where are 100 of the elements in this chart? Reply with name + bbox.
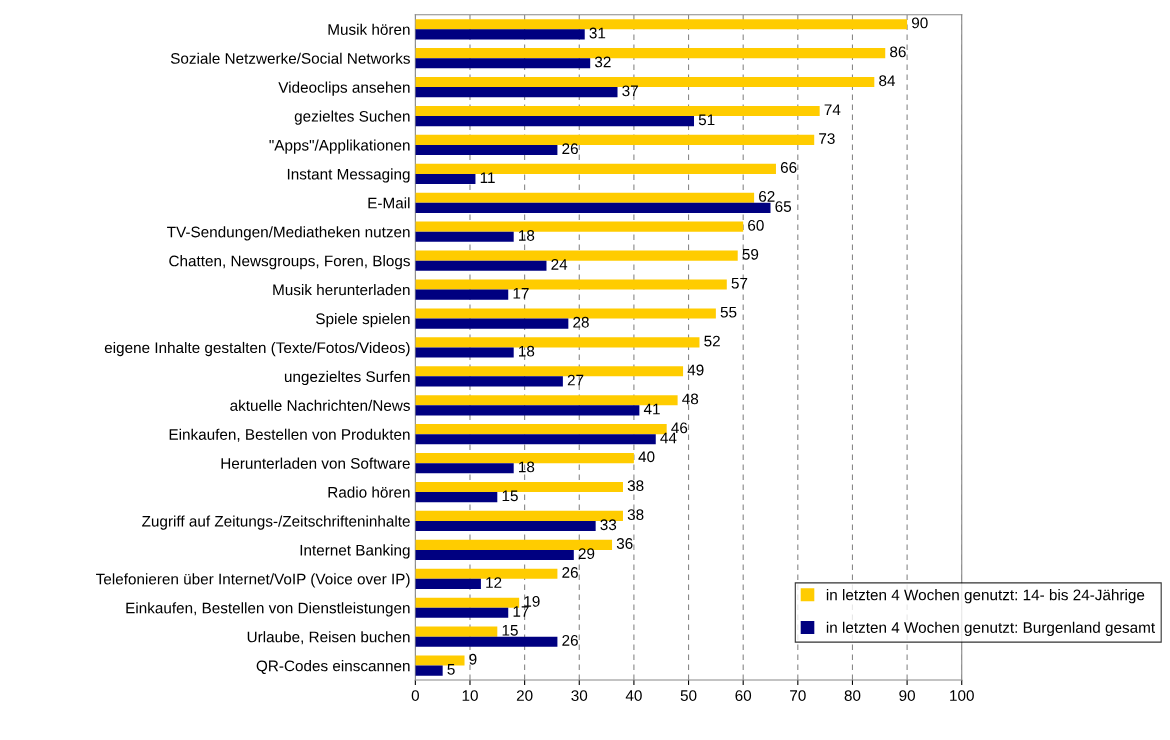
data-label: 26 xyxy=(562,143,578,155)
bar xyxy=(415,29,585,40)
y-tick-label: ungezieltes Surfen xyxy=(284,370,410,386)
bar xyxy=(415,578,481,589)
data-label: 60 xyxy=(748,219,764,231)
y-tick-label: E-Mail xyxy=(368,197,410,209)
data-label: 37 xyxy=(622,85,638,97)
data-label: 18 xyxy=(519,230,535,241)
data-label: 62 xyxy=(759,191,775,202)
x-tick-label: 10 xyxy=(462,690,478,701)
bar xyxy=(415,434,656,445)
bar xyxy=(415,58,591,69)
bar xyxy=(415,636,558,647)
y-tick-label: Telefonieren über Internet/VoIP (Voice over IP) xyxy=(96,573,410,588)
bar xyxy=(415,347,514,358)
bar xyxy=(415,260,547,271)
bar xyxy=(415,510,623,521)
x-tick-label: 30 xyxy=(571,690,588,701)
data-label: 74 xyxy=(824,104,841,115)
data-label: 19 xyxy=(524,595,540,607)
bar xyxy=(415,87,618,98)
data-label: 51 xyxy=(698,114,715,126)
data-label: 18 xyxy=(519,345,535,357)
data-label: 66 xyxy=(780,162,797,173)
y-tick-label: Einkaufen, Bestellen von Produkten xyxy=(169,428,410,442)
data-label: 24 xyxy=(551,259,568,270)
data-label: 26 xyxy=(562,635,578,646)
data-label: 9 xyxy=(469,653,477,665)
bar xyxy=(415,655,465,666)
data-label: 32 xyxy=(594,56,611,68)
y-tick-label: Soziale Netzwerke/Social Networks xyxy=(170,52,410,64)
x-tick-label: 90 xyxy=(899,690,915,701)
bar xyxy=(415,202,771,213)
data-label: 5 xyxy=(447,664,455,675)
bar xyxy=(415,221,744,232)
y-tick-label: Chatten, Newsgroups, Foren, Blogs xyxy=(169,255,410,270)
y-tick-label: Instant Messaging xyxy=(287,168,410,183)
data-label: 15 xyxy=(502,625,518,636)
bar xyxy=(415,173,476,185)
x-tick-label: 60 xyxy=(735,690,752,701)
data-label: 28 xyxy=(573,316,589,328)
y-tick-label: Einkaufen, Bestellen von Dienstleistungen xyxy=(126,602,410,617)
bar xyxy=(415,607,509,618)
data-label: 90 xyxy=(911,17,928,29)
bar xyxy=(415,116,695,127)
y-tick-label: Spiele spielen xyxy=(316,312,410,328)
data-label: 73 xyxy=(819,133,835,144)
x-tick-label: 50 xyxy=(680,690,697,701)
legend-label: in letzten 4 Wochen genutzt: 14- bis 24-Jährige xyxy=(826,589,1145,604)
data-label: 46 xyxy=(671,422,688,434)
x-tick-label: 0 xyxy=(411,690,419,701)
bar xyxy=(415,192,755,203)
y-tick-label: Zugriff auf Zeitungs-/Zeitschrifteninhalte xyxy=(142,515,410,530)
bar xyxy=(415,405,640,416)
bar xyxy=(415,492,498,503)
y-tick-label: aktuelle Nachrichten/News xyxy=(230,399,410,411)
legend-label: in letzten 4 Wochen genutzt: Burgenland gesamt xyxy=(826,621,1155,636)
data-label: 84 xyxy=(879,75,896,87)
x-tick-label: 40 xyxy=(625,690,642,701)
y-tick-label: Urlaube, Reisen buchen xyxy=(247,631,410,645)
bar xyxy=(415,289,509,300)
data-label: 26 xyxy=(562,567,578,578)
y-tick-label: Musik hören xyxy=(328,23,410,35)
y-tick-label: Internet Banking xyxy=(300,544,410,559)
data-label: 57 xyxy=(731,277,748,289)
bar xyxy=(415,231,514,242)
data-label: 11 xyxy=(480,172,495,183)
bar xyxy=(415,134,815,145)
bar xyxy=(415,665,443,676)
data-label: 12 xyxy=(486,577,502,588)
data-label: 27 xyxy=(567,374,584,386)
bar xyxy=(415,250,738,261)
bar xyxy=(415,144,558,156)
bar xyxy=(415,597,520,608)
data-label: 44 xyxy=(660,432,677,444)
data-label: 29 xyxy=(578,548,595,560)
data-label: 36 xyxy=(616,538,633,549)
y-tick-label: Radio hören xyxy=(328,486,410,498)
bar xyxy=(415,279,727,290)
data-label: 18 xyxy=(519,461,535,473)
data-label: 38 xyxy=(627,509,644,521)
bar xyxy=(415,463,514,474)
y-tick-label: eigene Inhalte gestalten (Texte/Fotos/Videos) xyxy=(104,341,410,357)
data-label: 40 xyxy=(638,451,655,463)
y-tick-label: Videoclips ansehen xyxy=(278,81,410,96)
bar xyxy=(415,539,613,550)
y-tick-label: TV-Sendungen/Mediatheken nutzen xyxy=(167,226,410,241)
bar xyxy=(415,626,498,637)
data-label: 59 xyxy=(742,248,759,260)
bar xyxy=(415,568,558,579)
data-label: 49 xyxy=(687,364,704,376)
bar xyxy=(415,163,776,174)
y-tick-label: gezieltes Suchen xyxy=(294,110,410,125)
data-label: 15 xyxy=(502,490,518,502)
bar xyxy=(415,318,569,329)
x-tick-label: 70 xyxy=(790,690,806,701)
data-label: 55 xyxy=(720,306,737,318)
data-label: 17 xyxy=(513,606,529,617)
data-label: 38 xyxy=(627,480,644,492)
data-label: 17 xyxy=(513,288,529,299)
